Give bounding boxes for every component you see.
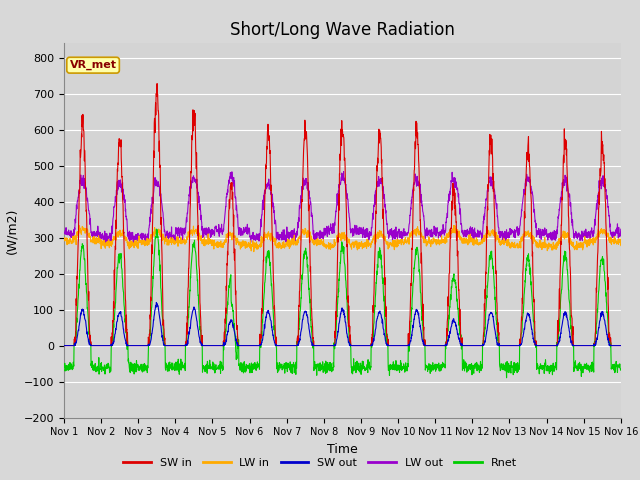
Title: Short/Long Wave Radiation: Short/Long Wave Radiation (230, 21, 455, 39)
Y-axis label: (W/m2): (W/m2) (5, 207, 18, 253)
Text: VR_met: VR_met (70, 60, 116, 70)
Legend: SW in, LW in, SW out, LW out, Rnet: SW in, LW in, SW out, LW out, Rnet (119, 453, 521, 472)
X-axis label: Time: Time (327, 443, 358, 456)
